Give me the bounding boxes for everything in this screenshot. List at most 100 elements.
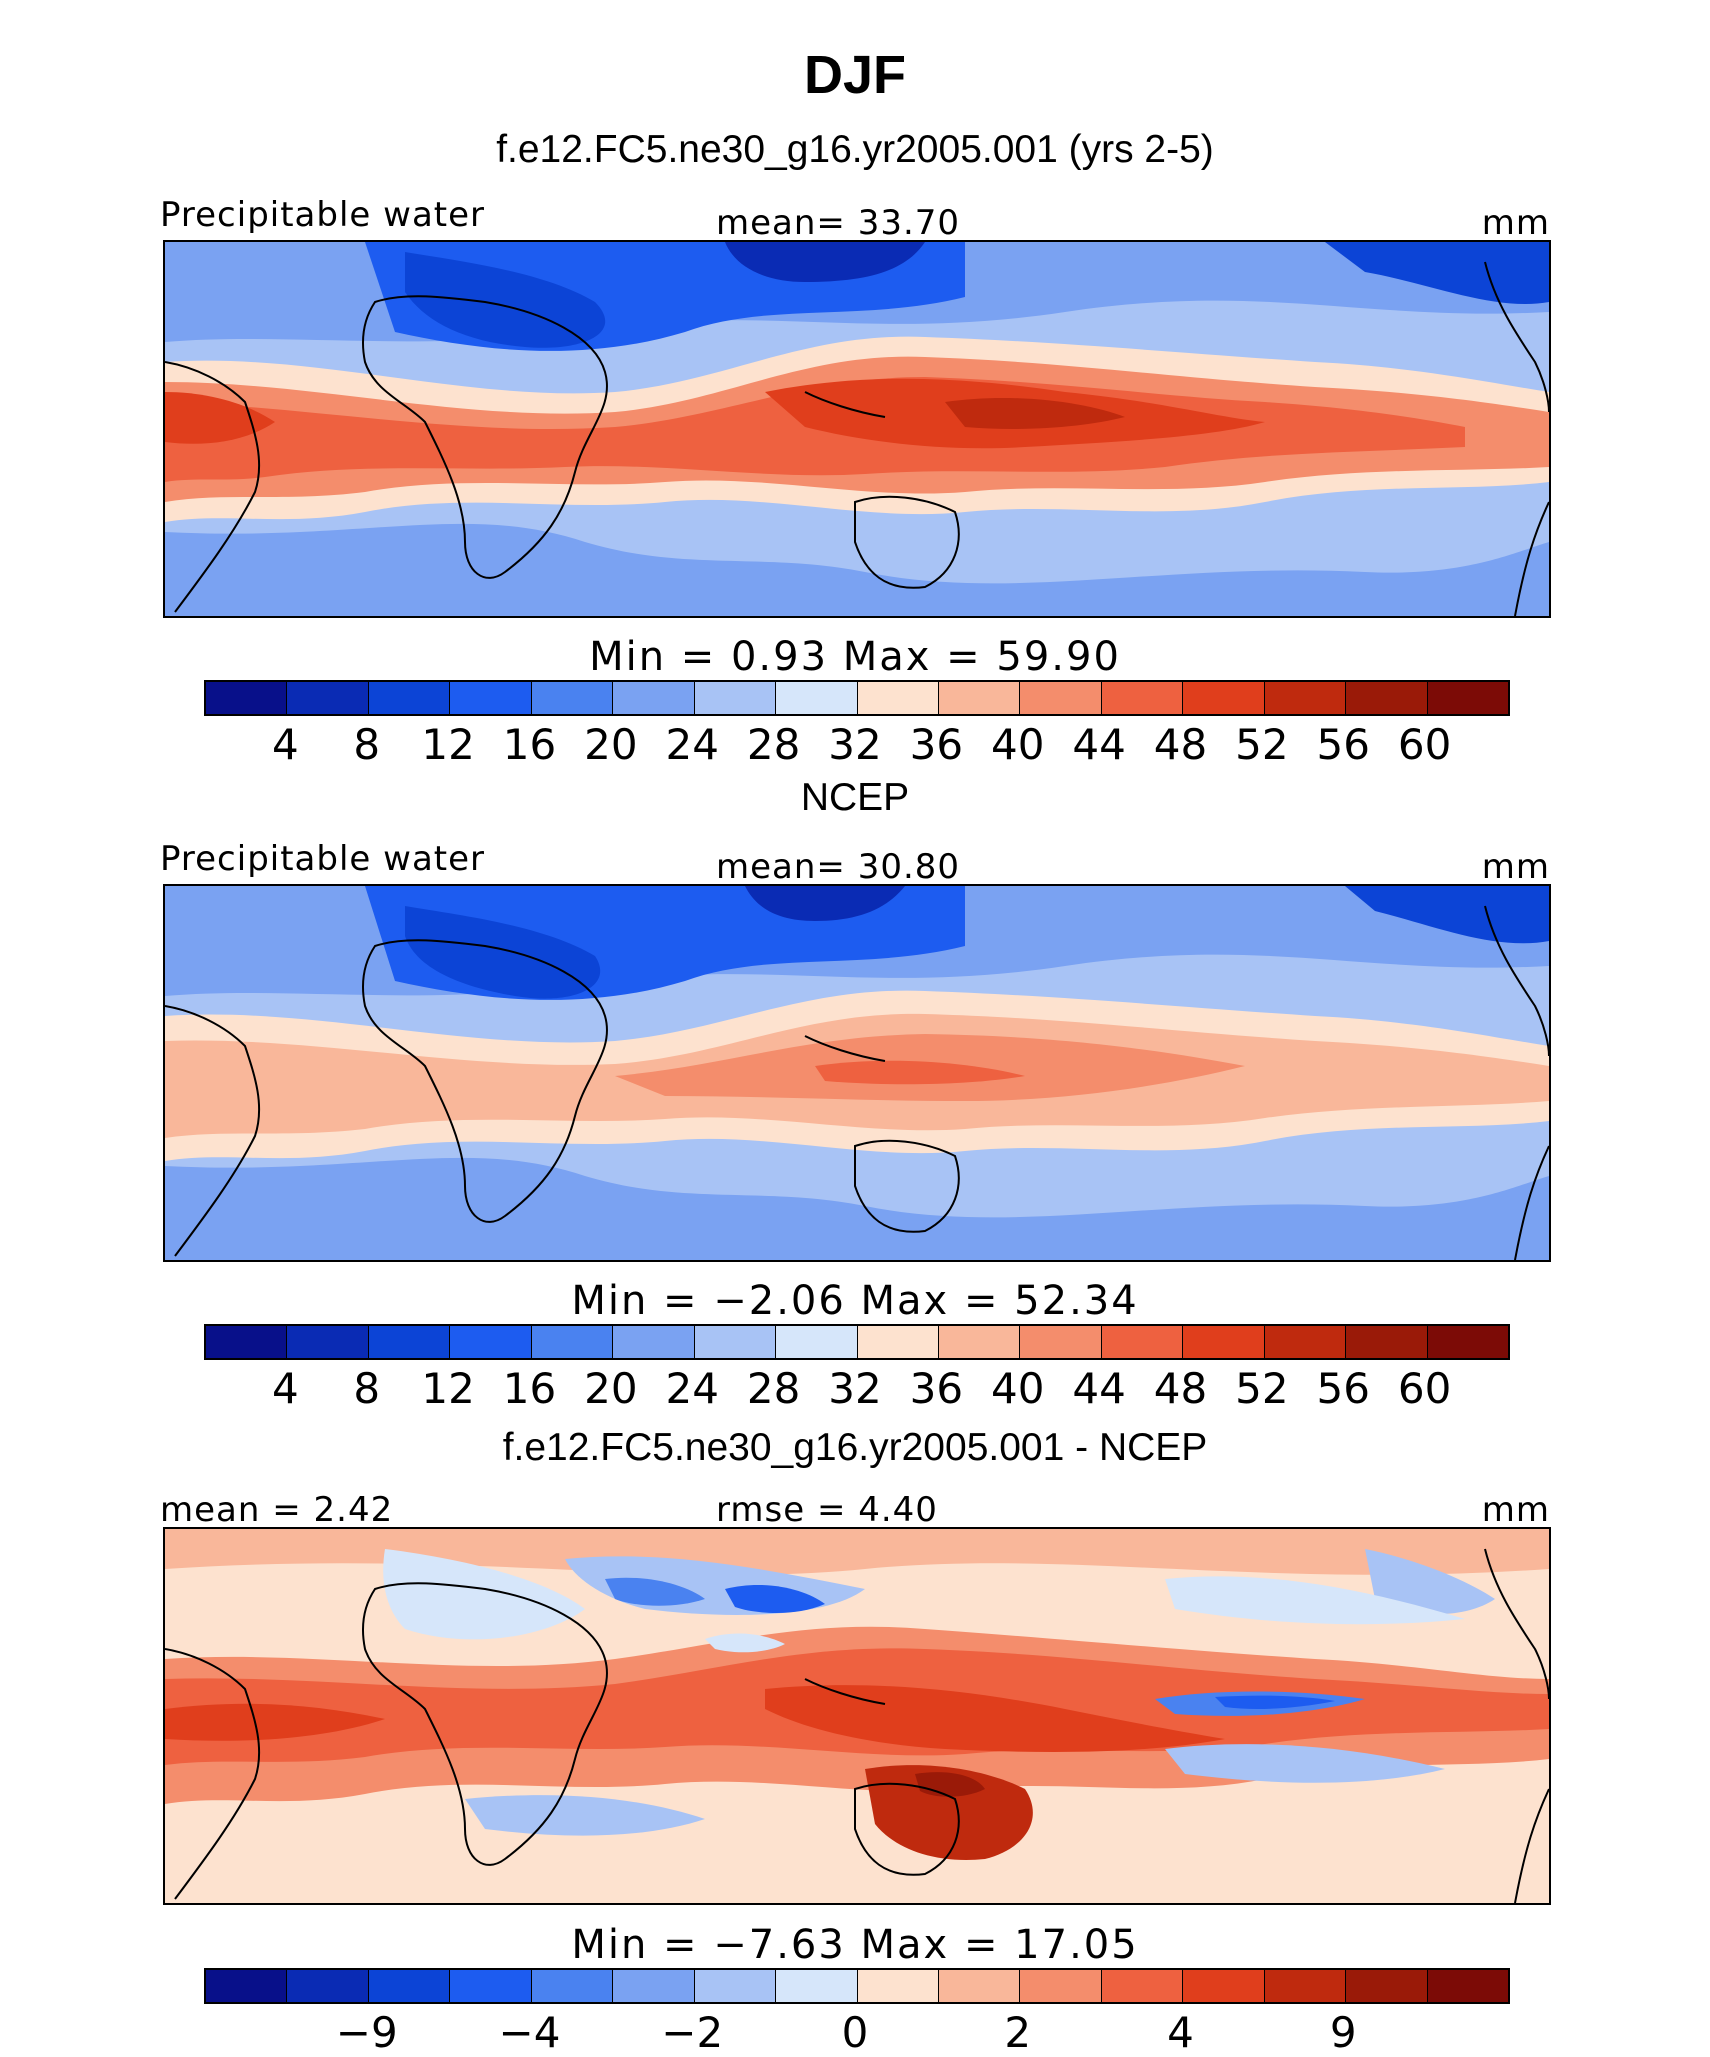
colorbar-swatch	[531, 1326, 614, 1358]
panel-3-map	[163, 1527, 1551, 1905]
colorbar-tick-label: 0	[841, 2008, 869, 2057]
figure-title: DJF	[803, 45, 906, 105]
colorbar-tick-label: 16	[502, 1364, 557, 1413]
colorbar-tick-label: 12	[421, 720, 475, 769]
colorbar-tick-label: 28	[746, 720, 801, 769]
panel-3-units-label: mm	[1481, 1490, 1550, 1530]
colorbar-swatch	[206, 1326, 288, 1358]
colorbar-tick-label: 20	[584, 720, 638, 769]
panel-1-colorbar	[204, 680, 1510, 716]
colorbar-swatch	[1427, 1970, 1508, 2002]
colorbar-swatch	[1346, 682, 1428, 714]
panel-2-units-label: mm	[1481, 847, 1550, 887]
colorbar-tick-label: 4	[1167, 2008, 1194, 2057]
panel-3-rmse-label: rmse = 4.40	[716, 1490, 938, 1530]
colorbar-swatch	[368, 682, 451, 714]
panel-3-mean-label: mean = 2.42	[160, 1490, 394, 1530]
panel-2-minmax: Min = −2.06 Max = 52.34	[571, 1278, 1139, 1324]
colorbar-tick-label: 56	[1316, 720, 1370, 769]
colorbar-swatch	[206, 682, 288, 714]
colorbar-tick-label: 52	[1235, 1364, 1289, 1413]
panel-2-colorbar	[204, 1324, 1510, 1360]
colorbar-swatch	[1264, 1970, 1347, 2002]
panel-3-minmax: Min = −7.63 Max = 17.05	[571, 1922, 1139, 1968]
colorbar-tick-label: 16	[502, 720, 557, 769]
colorbar-swatch	[1101, 682, 1184, 714]
colorbar-swatch	[531, 1970, 614, 2002]
panel-1-title: f.e12.FC5.ne30_g16.yr2005.001 (yrs 2-5)	[496, 128, 1214, 171]
colorbar-tick-label: 36	[909, 720, 964, 769]
colorbar-tick-label: 32	[828, 720, 882, 769]
colorbar-swatch	[1427, 682, 1508, 714]
colorbar-swatch	[776, 1326, 858, 1358]
colorbar-swatch	[857, 1326, 939, 1358]
colorbar-tick-label: 56	[1316, 1364, 1370, 1413]
colorbar-swatch	[1020, 1326, 1102, 1358]
colorbar-swatch	[1101, 1326, 1184, 1358]
colorbar-swatch	[531, 682, 614, 714]
colorbar-swatch	[938, 1326, 1021, 1358]
colorbar-swatch	[1264, 1326, 1347, 1358]
panel-1-units-label: mm	[1481, 203, 1550, 243]
colorbar-tick-label: 28	[746, 1364, 801, 1413]
colorbar-swatch	[1346, 1970, 1428, 2002]
colorbar-tick-label: 44	[1072, 1364, 1126, 1413]
colorbar-tick-label: 52	[1235, 720, 1289, 769]
colorbar-tick-label: 24	[665, 720, 719, 769]
colorbar-swatch	[613, 682, 695, 714]
colorbar-tick-label: 20	[584, 1364, 638, 1413]
colorbar-swatch	[857, 682, 939, 714]
colorbar-tick-label: 9	[1329, 2008, 1357, 2057]
colorbar-tick-label: 60	[1397, 720, 1452, 769]
colorbar-tick-label: 4	[272, 1364, 299, 1413]
colorbar-tick-label: 2	[1004, 2008, 1032, 2057]
panel-2-map	[163, 884, 1551, 1262]
panel-1-mean-label: mean= 33.70	[716, 203, 961, 243]
colorbar-swatch	[368, 1326, 451, 1358]
colorbar-swatch	[1346, 1326, 1428, 1358]
panel-3-title: f.e12.FC5.ne30_g16.yr2005.001 - NCEP	[502, 1426, 1208, 1469]
colorbar-tick-label: 32	[828, 1364, 882, 1413]
colorbar-tick-label: 48	[1153, 1364, 1208, 1413]
colorbar-tick-label: 40	[991, 720, 1045, 769]
panel-3-colorbar	[204, 1968, 1510, 2004]
colorbar-tick-label: 12	[421, 1364, 475, 1413]
panel-1-map	[163, 240, 1551, 618]
colorbar-tick-label: 24	[665, 1364, 719, 1413]
panel-1-variable-label: Precipitable water	[160, 195, 486, 235]
colorbar-swatch	[613, 1970, 695, 2002]
colorbar-swatch	[776, 682, 858, 714]
panel-1-minmax: Min = 0.93 Max = 59.90	[589, 634, 1121, 680]
colorbar-swatch	[206, 1970, 288, 2002]
panel-2-variable-label: Precipitable water	[160, 839, 486, 879]
colorbar-tick-label: 60	[1397, 1364, 1452, 1413]
colorbar-swatch	[938, 1970, 1021, 2002]
colorbar-tick-label: 44	[1072, 720, 1126, 769]
colorbar-tick-label: 48	[1153, 720, 1208, 769]
colorbar-swatch	[1427, 1326, 1508, 1358]
colorbar-swatch	[776, 1970, 858, 2002]
panel-2-title: NCEP	[800, 776, 910, 819]
colorbar-tick-label: 8	[353, 1364, 381, 1413]
colorbar-tick-label: −9	[335, 2008, 398, 2057]
colorbar-swatch	[694, 1326, 777, 1358]
colorbar-tick-label: 8	[353, 720, 381, 769]
panel-2-mean-label: mean= 30.80	[716, 847, 961, 887]
colorbar-swatch	[450, 1326, 532, 1358]
colorbar-swatch	[450, 1970, 532, 2002]
colorbar-tick-label: 4	[272, 720, 299, 769]
colorbar-swatch	[450, 682, 532, 714]
colorbar-swatch	[857, 1970, 939, 2002]
colorbar-swatch	[1101, 1970, 1184, 2002]
colorbar-swatch	[287, 1970, 369, 2002]
colorbar-swatch	[613, 1326, 695, 1358]
colorbar-tick-label: −2	[661, 2008, 724, 2057]
colorbar-tick-label: 40	[991, 1364, 1045, 1413]
colorbar-swatch	[287, 682, 369, 714]
colorbar-swatch	[938, 682, 1021, 714]
colorbar-swatch	[694, 682, 777, 714]
colorbar-tick-label: 36	[909, 1364, 964, 1413]
colorbar-swatch	[1183, 682, 1265, 714]
colorbar-swatch	[287, 1326, 369, 1358]
colorbar-tick-label: −4	[498, 2008, 561, 2057]
